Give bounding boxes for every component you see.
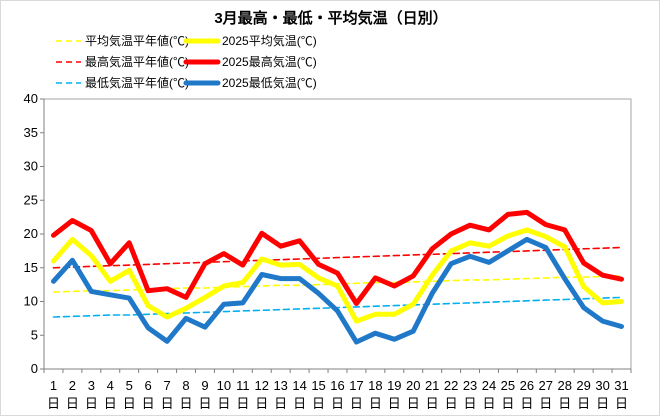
x-tick-sublabel: 日 <box>388 396 401 411</box>
axes: 05101520253035401日2日3日4日5日6日7日8日9日10日11日… <box>24 91 632 411</box>
x-tick-sublabel: 日 <box>520 396 533 411</box>
x-tick-sublabel: 日 <box>596 396 609 411</box>
x-tick-label: 10 <box>217 378 231 393</box>
series-line-2 <box>52 246 623 269</box>
x-tick-label: 17 <box>349 378 363 393</box>
legend-label: 2025最高気温(℃) <box>222 54 317 69</box>
x-tick-sublabel: 日 <box>255 396 268 411</box>
x-tick-sublabel: 日 <box>85 396 98 411</box>
y-tick-label: 20 <box>24 226 38 241</box>
x-tick-label: 15 <box>311 378 325 393</box>
x-tick-sublabel: 日 <box>142 396 155 411</box>
x-tick-sublabel: 日 <box>331 396 344 411</box>
x-tick-sublabel: 日 <box>501 396 514 411</box>
x-tick-sublabel: 日 <box>558 396 571 411</box>
x-tick-label: 27 <box>539 378 553 393</box>
x-tick-label: 29 <box>576 378 590 393</box>
x-tick-label: 4 <box>107 378 114 393</box>
y-tick-label: 10 <box>24 294 38 309</box>
x-tick-sublabel: 日 <box>198 396 211 411</box>
x-tick-label: 13 <box>273 378 287 393</box>
x-tick-label: 5 <box>126 378 133 393</box>
legend-label: 平均気温平年値(℃) <box>85 33 189 48</box>
y-tick-label: 15 <box>24 260 38 275</box>
x-tick-sublabel: 日 <box>66 396 79 411</box>
x-tick-label: 26 <box>520 378 534 393</box>
legend-label: 最低気温平年値(℃) <box>85 75 189 90</box>
y-tick-label: 30 <box>24 159 38 174</box>
y-tick-label: 5 <box>31 327 38 342</box>
x-tick-label: 24 <box>482 378 496 393</box>
x-tick-sublabel: 日 <box>123 396 136 411</box>
x-tick-sublabel: 日 <box>217 396 230 411</box>
series-lines <box>51 209 624 345</box>
x-tick-label: 21 <box>425 378 439 393</box>
legend-label: 最高気温平年値(℃) <box>85 54 189 69</box>
x-tick-label: 3 <box>88 378 95 393</box>
x-tick-label: 14 <box>292 378 306 393</box>
x-tick-label: 18 <box>368 378 382 393</box>
x-tick-label: 25 <box>501 378 515 393</box>
x-tick-label: 2 <box>69 378 76 393</box>
x-tick-label: 7 <box>163 378 170 393</box>
x-tick-label: 12 <box>255 378 269 393</box>
x-tick-sublabel: 日 <box>293 396 306 411</box>
x-tick-sublabel: 日 <box>350 396 363 411</box>
y-tick-label: 0 <box>31 361 38 376</box>
x-tick-sublabel: 日 <box>445 396 458 411</box>
series-line-6 <box>51 236 624 345</box>
x-tick-sublabel: 日 <box>577 396 590 411</box>
x-tick-label: 9 <box>201 378 208 393</box>
x-tick-sublabel: 日 <box>464 396 477 411</box>
y-tick-label: 35 <box>24 125 38 140</box>
series-line-4 <box>51 227 624 324</box>
x-tick-sublabel: 日 <box>426 396 439 411</box>
legend-label: 2025平均気温(℃) <box>222 33 317 48</box>
x-tick-label: 20 <box>406 378 420 393</box>
x-tick-label: 11 <box>236 378 250 393</box>
x-tick-label: 19 <box>387 378 401 393</box>
x-tick-sublabel: 日 <box>104 396 117 411</box>
x-tick-sublabel: 日 <box>161 396 174 411</box>
x-tick-sublabel: 日 <box>47 396 60 411</box>
x-tick-sublabel: 日 <box>274 396 287 411</box>
x-tick-label: 22 <box>444 378 458 393</box>
x-tick-sublabel: 日 <box>615 396 628 411</box>
x-tick-label: 23 <box>463 378 477 393</box>
x-tick-label: 30 <box>595 378 609 393</box>
x-tick-sublabel: 日 <box>482 396 495 411</box>
legend-label: 2025最低気温(℃) <box>222 75 317 90</box>
x-tick-label: 28 <box>557 378 571 393</box>
x-tick-sublabel: 日 <box>539 396 552 411</box>
x-tick-sublabel: 日 <box>236 396 249 411</box>
x-tick-label: 31 <box>614 378 628 393</box>
x-tick-sublabel: 日 <box>312 396 325 411</box>
x-tick-label: 16 <box>330 378 344 393</box>
x-tick-sublabel: 日 <box>369 396 382 411</box>
legend: 平均気温平年値(℃) 2025平均気温(℃) 最高気温平年値(℃) 2025最高気温(… <box>56 33 317 90</box>
x-tick-label: 6 <box>145 378 152 393</box>
chart-title: 3月最高・最低・平均気温（日別） <box>214 9 447 27</box>
x-tick-label: 1 <box>50 378 57 393</box>
y-tick-label: 40 <box>24 91 38 106</box>
x-tick-label: 8 <box>182 378 189 393</box>
x-tick-sublabel: 日 <box>407 396 420 411</box>
x-tick-sublabel: 日 <box>180 396 193 411</box>
y-tick-label: 25 <box>24 192 38 207</box>
series-line-5 <box>51 209 624 306</box>
